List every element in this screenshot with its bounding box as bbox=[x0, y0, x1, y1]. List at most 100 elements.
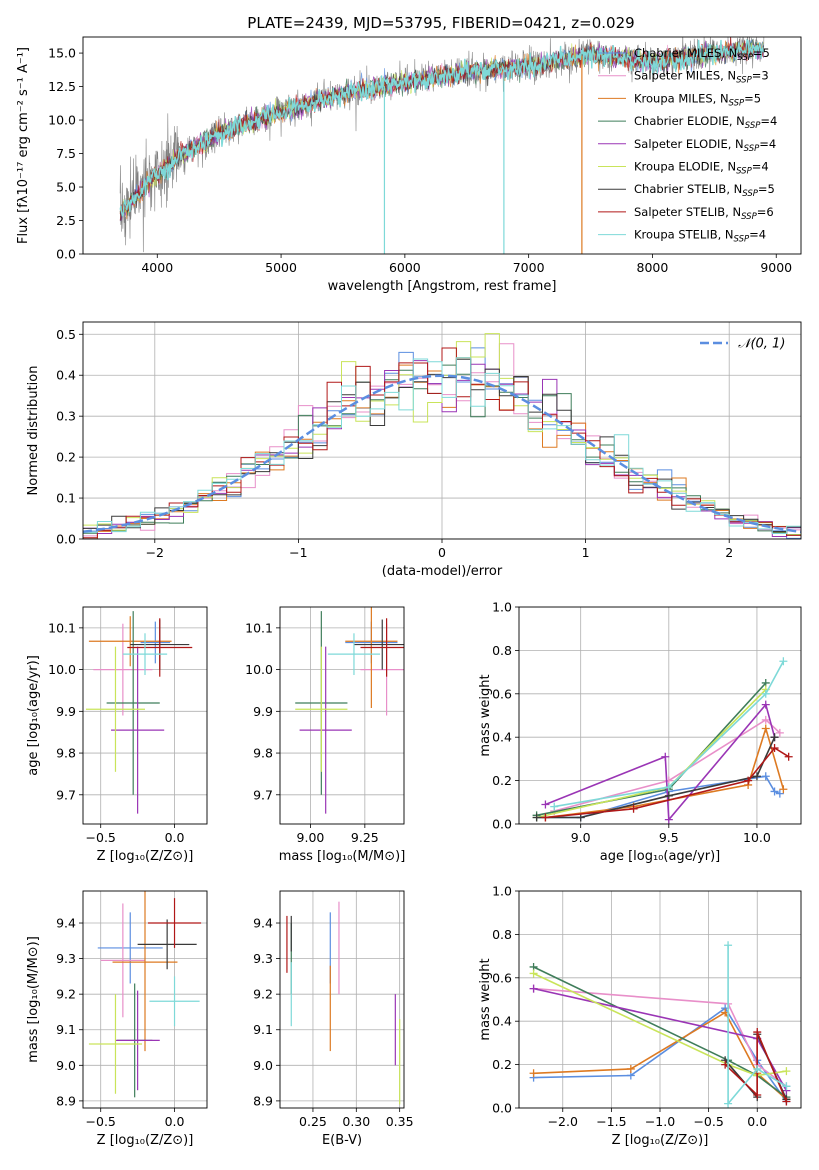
mass-weight-marker bbox=[761, 689, 770, 698]
mass_vs_ebv-plot-area bbox=[280, 891, 404, 1108]
residuals-panel: −2 −1 0 1 2 0.0 0.1 0.2 0.3 0.4 0.5 (data-model)/er… bbox=[26, 321, 802, 579]
x-axis-label: wavelength [Angstrom, rest frame] bbox=[328, 279, 557, 294]
y-tick-label: 0.0 bbox=[56, 247, 76, 262]
y-tick-label: 10.0 bbox=[48, 113, 76, 128]
mass-weight-marker bbox=[541, 800, 550, 809]
mass-weight-marker bbox=[541, 813, 550, 822]
x-tick-label: 2 bbox=[725, 545, 733, 560]
legend-entry: Chabrier MILES, NSSP=5 bbox=[634, 46, 770, 63]
y-tick-label: 0.6 bbox=[492, 686, 512, 701]
mass-weight-marker bbox=[752, 772, 761, 781]
x-tick-label: −1.0 bbox=[645, 1114, 675, 1129]
errorbar-point-kroupa_miles bbox=[88, 616, 172, 667]
mass-weight-line-kroupa_stelib bbox=[727, 945, 787, 1106]
errorbar-point-salpeter_miles bbox=[93, 623, 153, 716]
y-tick-label: 15.0 bbox=[48, 46, 76, 61]
weight_vs_age-plot-area bbox=[519, 607, 801, 824]
x-axis-label: E(B-V) bbox=[322, 1133, 362, 1148]
spectrum-plot-area bbox=[119, 37, 765, 254]
mass-weight-marker bbox=[779, 657, 788, 666]
legend-entry: Salpeter STELIB, NSSP=6 bbox=[634, 205, 774, 222]
spectrum-legend: Chabrier MILES, NSSP=5 Salpeter MILES, NS… bbox=[598, 46, 777, 245]
y-tick-label: 9.2 bbox=[56, 987, 76, 1002]
y-tick-label: 1.0 bbox=[492, 884, 512, 899]
y-tick-label: 7.5 bbox=[56, 146, 76, 161]
axes-frame bbox=[82, 321, 802, 540]
y-tick-label: 0.8 bbox=[492, 927, 512, 942]
y-tick-label: 9.0 bbox=[253, 1058, 273, 1073]
y-tick-label: 0.0 bbox=[492, 817, 512, 832]
y-tick-label: 9.8 bbox=[253, 746, 273, 761]
x-tick-label: 0.30 bbox=[342, 1114, 370, 1129]
axes-frame bbox=[279, 606, 405, 825]
errorbar-point-chabrier_stelib bbox=[353, 619, 404, 670]
mass-weight-marker bbox=[629, 804, 638, 813]
x-tick-label: 0.0 bbox=[165, 830, 185, 845]
mass-weight-line-kroupa_stelib bbox=[554, 660, 785, 808]
errorbar-point-kroupa_stelib bbox=[327, 633, 381, 676]
mass-weight-marker bbox=[782, 1067, 791, 1076]
mass-weight-marker bbox=[782, 1097, 791, 1106]
mass-weight-line-salpeter_miles bbox=[553, 718, 781, 812]
mass-weight-marker bbox=[761, 724, 770, 733]
y-tick-label: 9.4 bbox=[56, 916, 76, 931]
errorbar-point-chabrier_elodie bbox=[106, 611, 160, 795]
axes-frame bbox=[82, 890, 208, 1109]
y-tick-label: 10.0 bbox=[245, 662, 273, 677]
y-tick-label: 8.9 bbox=[56, 1093, 76, 1108]
legend-entry: Kroupa ELODIE, NSSP=4 bbox=[634, 160, 769, 177]
y-tick-label: 9.9 bbox=[253, 704, 273, 719]
x-tick-label: −0.5 bbox=[86, 1114, 116, 1129]
mass-weight-marker bbox=[753, 1064, 762, 1073]
x-tick-label: 9000 bbox=[760, 260, 792, 275]
mass-weight-marker bbox=[782, 1082, 791, 1091]
weight_vs_age-panel: 9.0 9.5 10.0 0.0 0.2 0.4 0.6 0.8 1.0 age [log₁₀(a… bbox=[478, 600, 802, 864]
y-axis-label: Normed distribution bbox=[26, 366, 41, 496]
y-tick-label: 12.5 bbox=[48, 79, 76, 94]
mass-weight-marker bbox=[532, 813, 541, 822]
y-tick-label: 0.2 bbox=[492, 1057, 512, 1072]
mass-weight-line-salpeter_miles bbox=[533, 987, 787, 1087]
errorbar-point-salpeter_elodie bbox=[115, 990, 160, 1091]
x-tick-label: 8000 bbox=[637, 260, 669, 275]
model-spectrum-kroupa_stelib bbox=[119, 39, 765, 217]
errorbar-point-kroupa_elodie bbox=[295, 646, 348, 772]
mass_vs_ebv-panel: 0.25 0.30 0.35 8.9 9.0 9.1 9.2 9.3 9.4 E(B-V) bbox=[253, 890, 414, 1148]
y-tick-label: 9.4 bbox=[253, 916, 273, 931]
y-axis-label: mass [log₁₀(M/M⊙)] bbox=[26, 936, 41, 1063]
mass-weight-marker bbox=[761, 700, 770, 709]
y-tick-label: 10.0 bbox=[48, 662, 76, 677]
errorbar-point-salpeter_miles bbox=[100, 903, 145, 1018]
axes-frame bbox=[518, 606, 802, 825]
x-tick-label: −2.0 bbox=[548, 1114, 578, 1129]
y-tick-label: 9.7 bbox=[56, 787, 76, 802]
x-tick-label: 0.0 bbox=[165, 1114, 185, 1129]
x-tick-label: −1 bbox=[289, 545, 307, 560]
x-axis-label: (data-model)/error bbox=[382, 564, 503, 579]
y-tick-label: 0.5 bbox=[56, 327, 76, 342]
mass-weight-marker bbox=[664, 791, 673, 800]
mass-weight-line-kroupa_elodie bbox=[533, 972, 787, 1077]
mass-weight-marker bbox=[775, 728, 784, 737]
residuals-plot-area bbox=[83, 322, 801, 539]
weight_vs_z-panel: −2.0 −1.5 −1.0 −0.5 0.0 0.0 0.2 0.4 0.6 0.8 1.0 Z [… bbox=[478, 884, 802, 1148]
x-axis-label: Z [log₁₀(Z/Z⊙)] bbox=[612, 1133, 709, 1148]
x-tick-label: 6000 bbox=[389, 260, 421, 275]
x-tick-label: −0.5 bbox=[693, 1114, 723, 1129]
errorbar-point-salpeter_stelib bbox=[360, 618, 404, 677]
x-tick-label: 9.0 bbox=[571, 830, 591, 845]
weight_vs_z-plot-area bbox=[519, 891, 801, 1108]
legend-entry: 𝒩(0, 1) bbox=[738, 337, 785, 352]
errorbar-point-salpeter_stelib bbox=[147, 898, 202, 948]
mass-weight-marker bbox=[664, 815, 673, 824]
normal-distribution-curve bbox=[83, 374, 801, 534]
mass-weight-marker bbox=[661, 752, 670, 761]
mass-weight-marker bbox=[770, 787, 779, 796]
errorbar-point-chabrier_miles bbox=[97, 912, 163, 984]
age_vs_z-panel: −0.5 0.0 9.7 9.8 9.9 10.0 10.1 Z [log₁₀(Z/Z⊙)] a… bbox=[26, 606, 208, 864]
x-axis-label: mass [log₁₀(M/M⊙)] bbox=[279, 849, 406, 864]
x-tick-label: 0.35 bbox=[386, 1114, 414, 1129]
y-tick-label: 9.0 bbox=[56, 1058, 76, 1073]
errorbar-point-salpeter_elodie bbox=[299, 646, 352, 814]
spectrum-panel: 4000 5000 6000 7000 8000 9000 0.0 2.5 5.0 7.5 10.0… bbox=[16, 36, 802, 294]
